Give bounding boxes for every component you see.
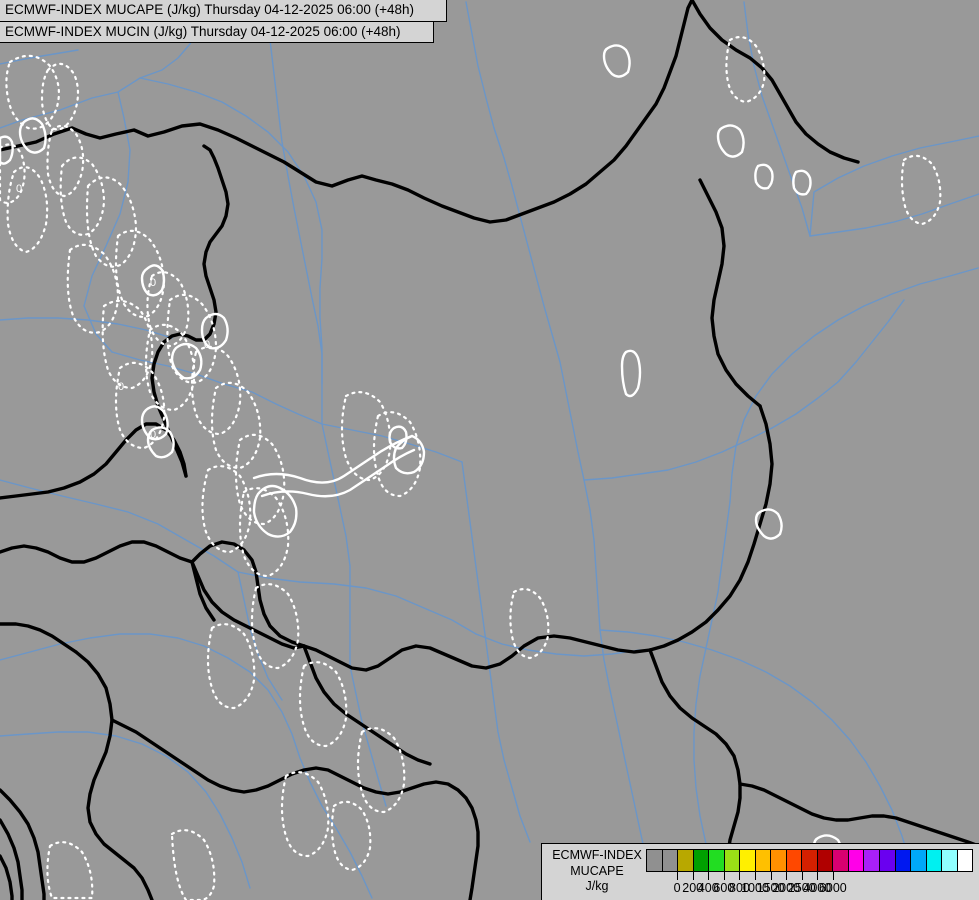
- colorbar-swatch-9[interactable]: [786, 850, 803, 871]
- contour-label-zero: 0: [118, 381, 124, 393]
- colorbar-tick-label-200: 200: [682, 881, 704, 895]
- colorbar-tick-2500: [801, 872, 803, 880]
- colorbar-swatch-14[interactable]: [864, 850, 880, 871]
- colorbar-tick-400: [708, 872, 710, 880]
- colorbar-swatch-1[interactable]: [662, 850, 679, 871]
- colorbar-swatch-15[interactable]: [879, 850, 896, 871]
- contour-label-zero: 0: [204, 339, 210, 351]
- colorbar-wrapper: 0 200 400 600 800 1000 1500 2000 2500 4000 6000: [646, 849, 979, 897]
- contour-label-zero: 0: [16, 183, 22, 195]
- colorbar-tick-200: [692, 872, 694, 880]
- colorbar-legend[interactable]: ECMWF-INDEX MUCAPE J/kg 0 200 400 600 800 100…: [541, 843, 979, 900]
- colorbar-tick-1000: [755, 872, 756, 880]
- colorbar-tick-4000: [817, 872, 819, 880]
- colorbar-swatch-16[interactable]: [895, 850, 912, 871]
- colorbar-swatch-19[interactable]: [942, 850, 958, 871]
- colorbar-tick-label-2000: 2000: [772, 881, 801, 895]
- colorbar-swatch-6[interactable]: [740, 850, 756, 871]
- colorbar-tick-label-800: 800: [728, 881, 750, 895]
- colorbar-tick-2000: [786, 872, 788, 880]
- colorbar-swatch-3[interactable]: [693, 850, 710, 871]
- colorbar-tick-label-2500: 2500: [787, 881, 816, 895]
- colorbar-swatch-7[interactable]: [755, 850, 772, 871]
- colorbar-ticks: [646, 872, 973, 881]
- colorbar-swatch-20[interactable]: [957, 850, 973, 871]
- colorbar-swatch-10[interactable]: [802, 850, 818, 871]
- colorbar-swatch-17[interactable]: [911, 850, 927, 871]
- colorbar-tick-1500: [770, 872, 772, 880]
- colorbar-swatch-13[interactable]: [848, 850, 865, 871]
- colorbar-tick-6000: [832, 872, 834, 880]
- colorbar-tick-label-4000: 4000: [803, 881, 832, 895]
- legend-caption: ECMWF-INDEX MUCAPE J/kg: [548, 848, 646, 895]
- contour-label-zero: 0: [150, 277, 156, 289]
- colorbar-tick-label-6000: 6000: [818, 881, 847, 895]
- colorbar-tick-0: [677, 872, 679, 880]
- colorbar-tick-800: [739, 872, 741, 880]
- colorbar-swatch-12[interactable]: [833, 850, 849, 871]
- colorbar-swatch-8[interactable]: [771, 850, 787, 871]
- colorbar-tick-labels: 0 200 400 600 800 1000 1500 2000 2500 4000 6000: [646, 881, 979, 897]
- colorbar-swatch-4[interactable]: [709, 850, 725, 871]
- title-bar-mucin: ECMWF-INDEX MUCIN (J/kg) Thursday 04-12-…: [0, 21, 434, 43]
- legend-caption-line2: MUCAPE: [570, 863, 624, 878]
- colorbar-tick-label-600: 600: [713, 881, 735, 895]
- title-bar-mucape: ECMWF-INDEX MUCAPE (J/kg) Thursday 04-12…: [0, 0, 447, 22]
- colorbar-swatch-18[interactable]: [926, 850, 943, 871]
- mucin-contour-layer: 0 0 0 0 0: [0, 35, 942, 900]
- colorbar-tick-label-1500: 1500: [756, 881, 785, 895]
- colorbar-swatch-11[interactable]: [817, 850, 834, 871]
- colorbar-tick-label-400: 400: [697, 881, 719, 895]
- legend-caption-line1: ECMWF-INDEX: [552, 848, 642, 862]
- colorbar-tick-label-1000: 1000: [741, 881, 769, 895]
- colorbar-tick-label-0: 0: [673, 881, 681, 895]
- contour-label-zero: 0: [150, 429, 156, 441]
- legend-caption-units: J/kg: [585, 879, 609, 893]
- colorbar-swatch-0[interactable]: [647, 850, 663, 871]
- colorbar-swatches[interactable]: [646, 849, 973, 872]
- colorbar-swatch-5[interactable]: [724, 850, 741, 871]
- colorbar-swatch-2[interactable]: [678, 850, 694, 871]
- colorbar-tick-600: [723, 872, 725, 880]
